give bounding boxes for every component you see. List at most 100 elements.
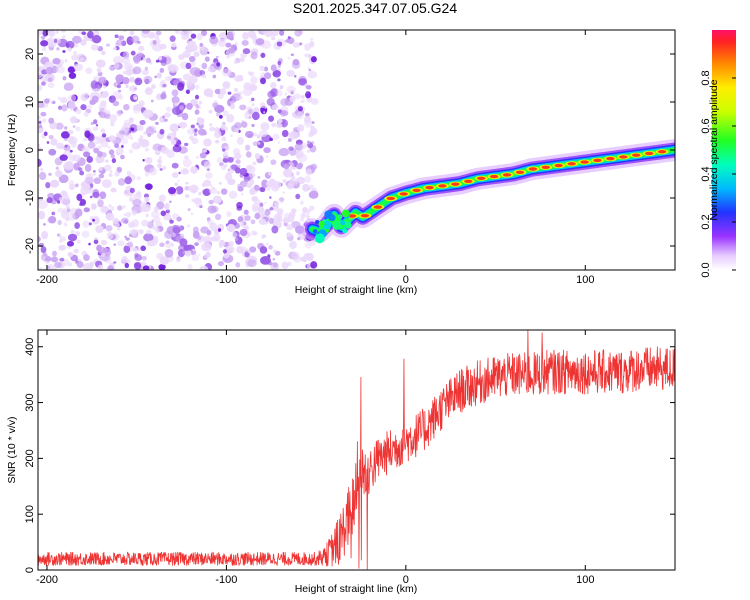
noise-speckle bbox=[165, 240, 170, 245]
noise-speckle bbox=[165, 106, 172, 112]
noise-speckle bbox=[130, 50, 136, 56]
noise-speckle bbox=[59, 236, 66, 242]
noise-speckle bbox=[259, 186, 266, 193]
snr-xtick-label: 0 bbox=[403, 574, 409, 586]
noise-speckle bbox=[218, 244, 223, 248]
noise-speckle bbox=[73, 248, 79, 254]
noise-speckle bbox=[121, 217, 129, 224]
snr-ytick-label: 200 bbox=[24, 449, 36, 467]
noise-speckle bbox=[42, 252, 47, 257]
noise-speckle bbox=[180, 168, 190, 175]
ridge-layer bbox=[301, 139, 675, 244]
noise-speckle bbox=[265, 180, 275, 188]
noise-speckle bbox=[305, 90, 309, 95]
noise-speckle bbox=[110, 154, 116, 159]
noise-speckle bbox=[106, 231, 114, 240]
noise-speckle bbox=[143, 193, 150, 199]
noise-speckle bbox=[58, 105, 62, 110]
noise-speckle bbox=[216, 157, 223, 164]
noise-speckle bbox=[124, 235, 127, 239]
noise-speckle bbox=[277, 118, 283, 124]
noise-speckle bbox=[247, 259, 257, 268]
noise-speckle bbox=[113, 243, 117, 246]
noise-speckle bbox=[141, 219, 149, 227]
noise-speckle bbox=[92, 191, 100, 198]
noise-speckle bbox=[310, 37, 314, 41]
noise-speckle bbox=[179, 105, 184, 111]
noise-speckle bbox=[268, 217, 275, 225]
noise-speckle bbox=[288, 211, 296, 218]
noise-speckle bbox=[222, 148, 226, 152]
noise-speckle bbox=[279, 84, 284, 88]
noise-speckle bbox=[290, 53, 295, 56]
noise-speckle bbox=[153, 216, 161, 224]
noise-speckle bbox=[277, 60, 282, 66]
noise-speckle bbox=[60, 210, 69, 219]
spectrogram-ytick-label: 10 bbox=[24, 96, 36, 108]
noise-speckle bbox=[164, 248, 174, 258]
noise-speckle bbox=[125, 211, 132, 218]
noise-speckle bbox=[226, 31, 234, 40]
noise-speckle bbox=[136, 124, 144, 131]
noise-speckle bbox=[282, 217, 290, 224]
noise-speckle bbox=[258, 130, 268, 138]
noise-speckle bbox=[235, 159, 241, 165]
noise-speckle bbox=[117, 89, 122, 93]
noise-speckle bbox=[171, 89, 179, 97]
noise-speckle bbox=[57, 96, 61, 100]
noise-speckle bbox=[90, 80, 98, 89]
noise-speckle bbox=[218, 181, 222, 185]
noise-speckle bbox=[192, 226, 199, 234]
noise-speckle bbox=[117, 227, 121, 231]
noise-speckle bbox=[91, 261, 96, 265]
noise-speckle bbox=[195, 103, 200, 109]
noise-speckle bbox=[227, 168, 230, 172]
noise-speckle bbox=[121, 138, 128, 145]
noise-speckle bbox=[169, 35, 176, 42]
noise-speckle bbox=[76, 193, 83, 201]
noise-speckle bbox=[185, 89, 191, 95]
noise-speckle bbox=[197, 235, 202, 240]
noise-speckle bbox=[77, 167, 83, 172]
noise-speckle bbox=[98, 139, 104, 144]
noise-speckle bbox=[193, 197, 202, 205]
noise-speckle bbox=[131, 35, 140, 43]
noise-speckle bbox=[38, 236, 41, 243]
noise-speckle bbox=[83, 254, 90, 261]
ridge-peak bbox=[464, 179, 473, 183]
noise-speckle bbox=[90, 44, 99, 51]
noise-speckle bbox=[67, 94, 77, 102]
noise-speckle bbox=[151, 85, 155, 89]
snr-frame bbox=[37, 329, 676, 571]
noise-speckle bbox=[287, 36, 291, 40]
noise-speckle bbox=[194, 94, 200, 100]
noise-speckle bbox=[231, 164, 238, 170]
noise-speckle bbox=[42, 267, 46, 270]
noise-speckle bbox=[296, 163, 303, 170]
noise-speckle bbox=[44, 98, 50, 104]
noise-speckle bbox=[104, 164, 112, 171]
noise-speckle bbox=[97, 196, 102, 201]
noise-speckle bbox=[190, 165, 198, 174]
ridge-peak bbox=[386, 196, 395, 201]
noise-speckle bbox=[142, 109, 154, 119]
noise-speckle bbox=[208, 199, 214, 205]
noise-speckle bbox=[97, 145, 102, 150]
noise-speckle bbox=[226, 171, 232, 175]
noise-speckle bbox=[64, 144, 68, 148]
noise-speckle bbox=[268, 245, 273, 250]
noise-speckle bbox=[52, 250, 57, 257]
noise-speckle bbox=[69, 154, 76, 162]
snr-xtick-label: -100 bbox=[215, 574, 237, 586]
ridge-scatter bbox=[337, 214, 343, 220]
noise-speckle bbox=[288, 180, 296, 187]
noise-speckle bbox=[299, 217, 305, 222]
noise-speckle bbox=[171, 42, 177, 48]
noise-speckle bbox=[83, 207, 90, 213]
noise-speckle bbox=[115, 74, 125, 83]
noise-speckle bbox=[310, 261, 318, 269]
noise-speckle bbox=[174, 102, 178, 106]
noise-speckle bbox=[112, 100, 120, 107]
noise-speckle bbox=[64, 59, 68, 63]
